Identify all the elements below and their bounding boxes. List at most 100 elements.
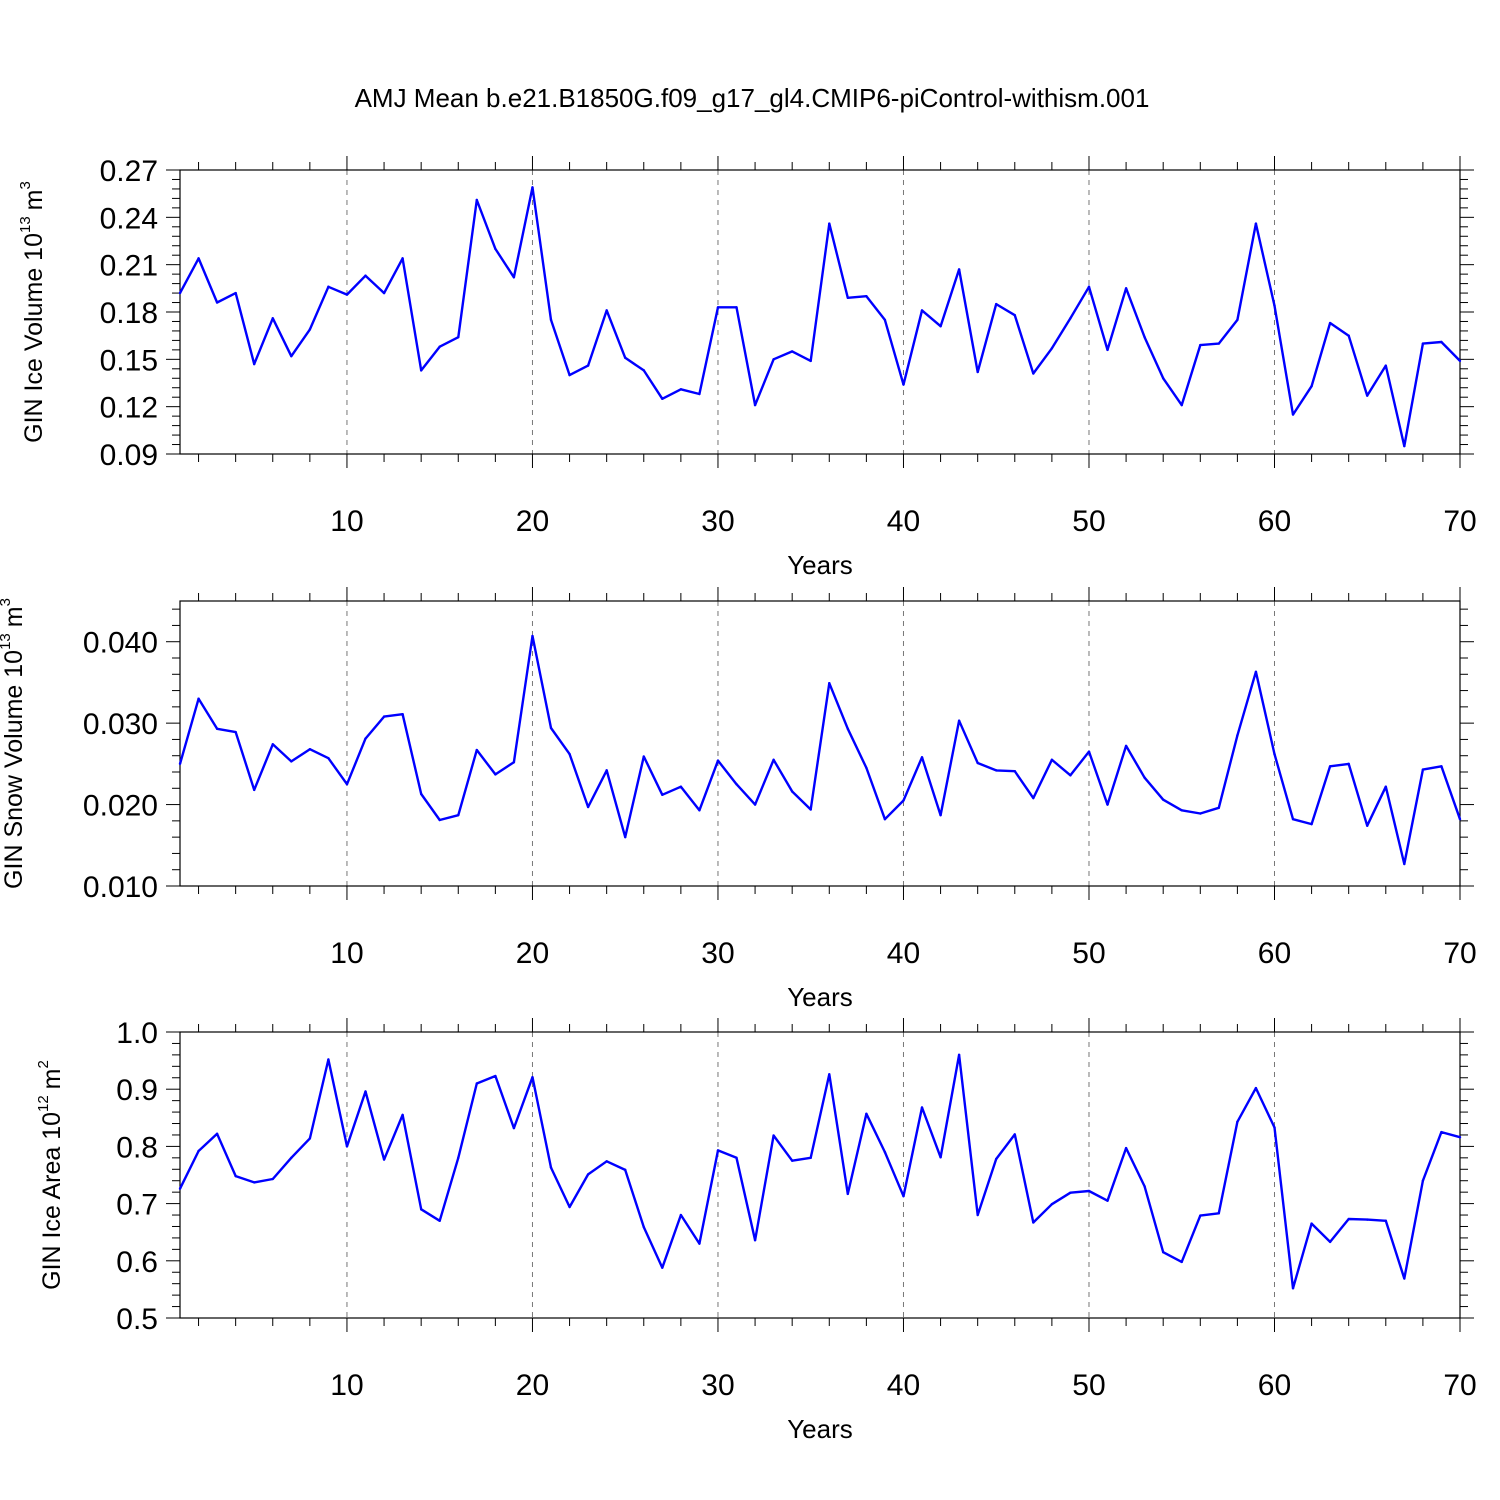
data-point bbox=[1069, 317, 1072, 320]
data-point bbox=[1291, 413, 1295, 416]
data-point bbox=[1161, 798, 1165, 801]
data-point bbox=[1217, 342, 1221, 345]
data-point bbox=[1217, 1212, 1221, 1215]
data-point bbox=[883, 318, 887, 322]
data-point bbox=[1347, 762, 1350, 766]
y-tick-label: 0.9 bbox=[116, 1074, 158, 1107]
data-point bbox=[809, 1156, 812, 1160]
data-point bbox=[661, 1266, 664, 1269]
data-point bbox=[1069, 774, 1072, 777]
data-point bbox=[475, 1082, 479, 1085]
data-point bbox=[1180, 809, 1183, 812]
data-point bbox=[1384, 364, 1387, 367]
data-point bbox=[716, 759, 720, 762]
data-point bbox=[457, 1156, 460, 1160]
data-point bbox=[753, 1239, 757, 1242]
data-point bbox=[772, 358, 775, 361]
x-axis-label: Years bbox=[787, 1414, 853, 1444]
y-tick-label: 0.12 bbox=[100, 392, 158, 425]
data-point bbox=[735, 783, 738, 786]
data-point bbox=[624, 835, 627, 839]
data-point bbox=[790, 790, 794, 793]
data-point bbox=[1032, 372, 1035, 375]
data-point bbox=[1124, 1146, 1128, 1150]
y-label-unit-exponent: 3 bbox=[0, 598, 14, 606]
data-point bbox=[1347, 1217, 1350, 1221]
data-point bbox=[605, 769, 608, 772]
data-points bbox=[178, 634, 1462, 866]
panel-2: 0.010 0.020 0.030 0.040 10 20 30 40 50 60 70 Years G… bbox=[0, 587, 1477, 1012]
data-point bbox=[883, 818, 887, 821]
data-point bbox=[698, 809, 701, 812]
x-axis-label: Years bbox=[787, 982, 853, 1012]
data-point bbox=[1403, 1277, 1406, 1280]
y-tick-label: 0.040 bbox=[83, 627, 158, 660]
data-point bbox=[679, 388, 683, 391]
data-point bbox=[698, 1242, 701, 1245]
x-tick-label: 60 bbox=[1258, 937, 1291, 970]
data-point bbox=[457, 813, 460, 817]
data-point bbox=[1440, 340, 1443, 344]
x-tick-label: 50 bbox=[1072, 937, 1105, 970]
data-point bbox=[549, 1166, 553, 1169]
data-point bbox=[308, 748, 312, 751]
data-point bbox=[178, 762, 182, 766]
data-point bbox=[234, 291, 237, 295]
x-tick-label: 30 bbox=[701, 1369, 734, 1402]
data-point bbox=[939, 813, 942, 817]
data-point bbox=[234, 730, 237, 734]
y-tick-label: 0.24 bbox=[100, 202, 158, 235]
data-point bbox=[568, 373, 571, 377]
data-point bbox=[1236, 734, 1239, 737]
y-tick-label: 1.0 bbox=[116, 1017, 158, 1050]
data-point bbox=[1366, 394, 1369, 397]
data-points bbox=[178, 1053, 1462, 1290]
x-tick-label: 10 bbox=[330, 505, 363, 538]
data-point bbox=[1161, 377, 1165, 380]
data-point bbox=[308, 1137, 312, 1140]
data-point bbox=[401, 712, 404, 716]
data-point bbox=[1050, 347, 1054, 350]
data-point bbox=[624, 1168, 627, 1172]
data-point bbox=[1328, 321, 1332, 325]
data-point bbox=[1458, 1136, 1462, 1139]
data-point bbox=[364, 1090, 367, 1093]
data-point bbox=[1328, 765, 1332, 768]
y-tick-label: 0.27 bbox=[100, 155, 158, 188]
data-point bbox=[642, 1225, 645, 1229]
data-point bbox=[1328, 1240, 1332, 1244]
data-point bbox=[1180, 1260, 1183, 1264]
data-point bbox=[290, 1156, 293, 1160]
data-point bbox=[364, 737, 367, 740]
x-tick-label: 30 bbox=[701, 937, 734, 970]
x-tick-label: 60 bbox=[1258, 505, 1291, 538]
data-point bbox=[1366, 1218, 1369, 1221]
data-point bbox=[494, 1074, 497, 1078]
data-point bbox=[1050, 1202, 1054, 1206]
y-tick-label: 0.09 bbox=[100, 439, 158, 472]
data-point bbox=[735, 306, 738, 309]
y-axis-label: GIN Ice Volume 1013 m3 bbox=[17, 181, 48, 443]
y-label-unit: m bbox=[20, 190, 48, 211]
data-point bbox=[345, 293, 349, 296]
data-point bbox=[883, 1150, 887, 1154]
x-tick-label: 50 bbox=[1072, 505, 1105, 538]
ticks bbox=[166, 156, 1474, 468]
data-point bbox=[586, 805, 590, 809]
data-point bbox=[865, 295, 868, 298]
data-point bbox=[1087, 750, 1091, 753]
data-point bbox=[920, 1106, 924, 1109]
data-point bbox=[1143, 1185, 1146, 1188]
data-point bbox=[809, 808, 812, 811]
data-point bbox=[475, 748, 479, 752]
data-point bbox=[809, 359, 812, 363]
y-tick-label: 0.8 bbox=[116, 1131, 158, 1164]
data-point bbox=[1421, 768, 1425, 771]
data-point bbox=[1384, 1219, 1387, 1222]
data-point bbox=[939, 325, 942, 328]
data-point bbox=[531, 186, 534, 189]
data-point bbox=[1199, 1214, 1202, 1217]
data-point bbox=[772, 1134, 775, 1137]
series-line bbox=[178, 186, 1461, 448]
y-axis-label: GIN Ice Area 1012 m2 bbox=[35, 1060, 66, 1290]
